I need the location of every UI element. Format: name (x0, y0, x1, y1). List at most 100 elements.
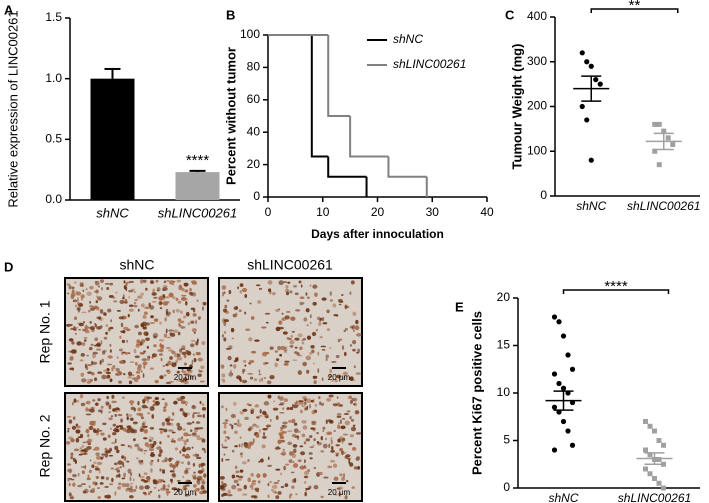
nucleus (68, 419, 73, 424)
nucleus (153, 440, 157, 446)
nucleus (94, 280, 100, 286)
nucleus (72, 299, 78, 303)
nucleus (158, 353, 163, 356)
nucleus (181, 294, 187, 297)
nucleus (176, 463, 178, 468)
nucleus (168, 349, 174, 352)
nucleus (197, 357, 203, 362)
nucleus (76, 326, 79, 329)
nucleus (67, 468, 73, 473)
nucleus (185, 453, 190, 459)
nucleus (335, 444, 340, 447)
nucleus (143, 449, 148, 452)
nucleus (81, 342, 86, 346)
nucleus (157, 458, 160, 463)
nucleus (255, 404, 258, 406)
nucleus (87, 378, 91, 383)
nucleus (275, 495, 280, 500)
nucleus (85, 428, 90, 434)
nucleus (130, 482, 134, 485)
nucleus (320, 345, 327, 348)
y-tick-label: 100 (240, 27, 260, 41)
y-tick-label: 40 (247, 124, 261, 138)
data-point (643, 466, 648, 472)
nucleus (190, 339, 196, 342)
nucleus (259, 409, 262, 414)
nucleus (275, 326, 281, 332)
nucleus (260, 458, 264, 463)
nucleus (235, 312, 238, 317)
survival-step (349, 116, 389, 158)
nucleus (233, 364, 237, 369)
y-tick-label: 0 (503, 480, 510, 494)
nucleus (289, 290, 293, 294)
nucleus (111, 394, 115, 399)
nucleus (100, 456, 103, 460)
nucleus (153, 296, 158, 299)
nucleus (181, 370, 187, 374)
y-tick-label: 0 (253, 189, 260, 203)
nucleus (85, 288, 88, 291)
nucleus (164, 457, 168, 462)
nucleus (76, 301, 80, 305)
nucleus (337, 486, 343, 490)
nucleus (252, 423, 257, 427)
nucleus (287, 281, 291, 284)
nucleus (166, 422, 171, 426)
nucleus (196, 456, 202, 460)
nucleus (96, 487, 101, 489)
nucleus (107, 363, 113, 366)
nucleus (265, 424, 272, 428)
nucleus (352, 339, 357, 345)
nucleus (312, 362, 315, 365)
nucleus (177, 487, 180, 493)
nucleus (102, 350, 106, 355)
nucleus (231, 337, 234, 340)
nucleus (222, 422, 228, 425)
nucleus (96, 461, 103, 465)
nucleus (152, 403, 156, 407)
nucleus (225, 407, 228, 411)
nucleus (77, 308, 81, 313)
nucleus (89, 459, 92, 462)
nucleus (192, 313, 197, 317)
nucleus (187, 322, 191, 326)
nucleus (119, 300, 123, 303)
nucleus (259, 428, 261, 433)
nucleus (323, 476, 329, 479)
nucleus (94, 306, 99, 310)
nucleus (87, 371, 93, 374)
nucleus (82, 441, 87, 444)
nucleus (258, 287, 263, 290)
nucleus (263, 401, 270, 406)
nucleus (123, 472, 126, 478)
nucleus (162, 285, 168, 288)
nucleus (310, 345, 315, 349)
nucleus (348, 459, 351, 465)
nucleus (196, 480, 201, 485)
nucleus (279, 353, 283, 357)
nucleus (340, 425, 346, 430)
nucleus (66, 415, 72, 418)
nucleus (149, 322, 155, 324)
nucleus (328, 443, 331, 448)
nucleus (70, 323, 73, 327)
nucleus (122, 427, 127, 432)
nucleus (201, 403, 205, 406)
nucleus (228, 289, 232, 295)
nucleus (285, 463, 290, 466)
nucleus (189, 292, 194, 296)
nucleus (198, 369, 201, 372)
nucleus (127, 425, 132, 431)
nucleus (200, 478, 205, 482)
nucleus (191, 328, 197, 333)
nucleus (193, 428, 198, 433)
nucleus (256, 416, 260, 419)
nucleus (129, 445, 133, 449)
x-tick-label: shLINC00261 (158, 205, 238, 220)
nucleus (223, 291, 226, 295)
nucleus (168, 380, 174, 383)
nucleus (162, 484, 166, 489)
nucleus (146, 345, 149, 349)
panel-letter: E (455, 299, 464, 314)
